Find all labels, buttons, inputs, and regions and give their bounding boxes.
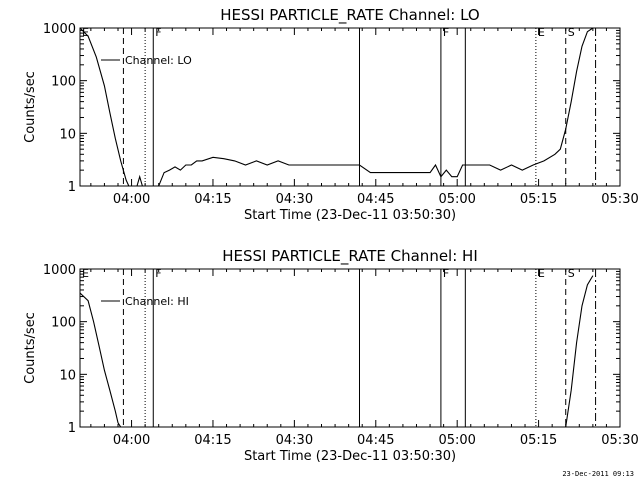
marker-label: S (568, 26, 575, 39)
x-tick-label: 04:45 (357, 433, 394, 448)
y-tick-label: 10 (59, 127, 76, 142)
marker-label: E (538, 26, 545, 39)
marker-label: F (155, 26, 161, 39)
x-tick-label: 04:00 (113, 433, 150, 448)
x-tick-label: 04:30 (276, 192, 313, 207)
series-line (79, 275, 594, 428)
y-tick-label: 1 (68, 180, 76, 195)
x-tick-label: 05:30 (601, 433, 638, 448)
x-axis-label: Start Time (23-Dec-11 03:50:30) (244, 208, 456, 223)
legend-label: Channel: LO (125, 54, 192, 67)
x-tick-label: 04:15 (194, 433, 231, 448)
footer-timestamp: 23-Dec-2011 09:13 (562, 470, 634, 478)
y-tick-label: 100 (51, 316, 76, 331)
y-tick-label: 1000 (43, 263, 76, 278)
y-axis-label: Counts/sec (23, 71, 38, 143)
y-tick-label: 10 (59, 368, 76, 383)
y-tick-label: 1000 (43, 22, 76, 37)
marker-label: F (155, 267, 161, 280)
x-tick-label: 04:15 (194, 192, 231, 207)
chart-title: HESSI PARTICLE_RATE Channel: LO (220, 6, 479, 25)
y-tick-label: 1 (68, 421, 76, 436)
marker-label: F (443, 267, 449, 280)
marker-label: F (443, 26, 449, 39)
x-axis-label: Start Time (23-Dec-11 03:50:30) (244, 449, 456, 464)
y-tick-label: 100 (51, 75, 76, 90)
x-tick-label: 04:30 (276, 433, 313, 448)
legend-label: Channel: HI (125, 295, 189, 308)
chart-title: HESSI PARTICLE_RATE Channel: HI (222, 247, 478, 266)
series-line (79, 27, 594, 187)
plot-hi: HESSI PARTICLE_RATE Channel: HI 1 10 100 100… (23, 247, 639, 464)
x-tick-label: 04:45 (357, 192, 394, 207)
x-tick-label: 04:00 (113, 192, 150, 207)
y-axis-label: Counts/sec (23, 312, 38, 384)
marker-label: S (568, 267, 575, 280)
x-tick-label: 05:00 (438, 192, 475, 207)
marker-label: E (82, 26, 89, 39)
plot-lo: HESSI PARTICLE_RATE Channel: LO 1 10 100 100… (23, 6, 639, 223)
x-tick-label: 05:30 (601, 192, 638, 207)
marker-label: E (538, 267, 545, 280)
x-tick-label: 05:15 (520, 192, 557, 207)
x-tick-label: 05:15 (520, 433, 557, 448)
plot-frame (79, 268, 621, 428)
x-tick-label: 05:00 (438, 433, 475, 448)
marker-label: E (82, 267, 89, 280)
